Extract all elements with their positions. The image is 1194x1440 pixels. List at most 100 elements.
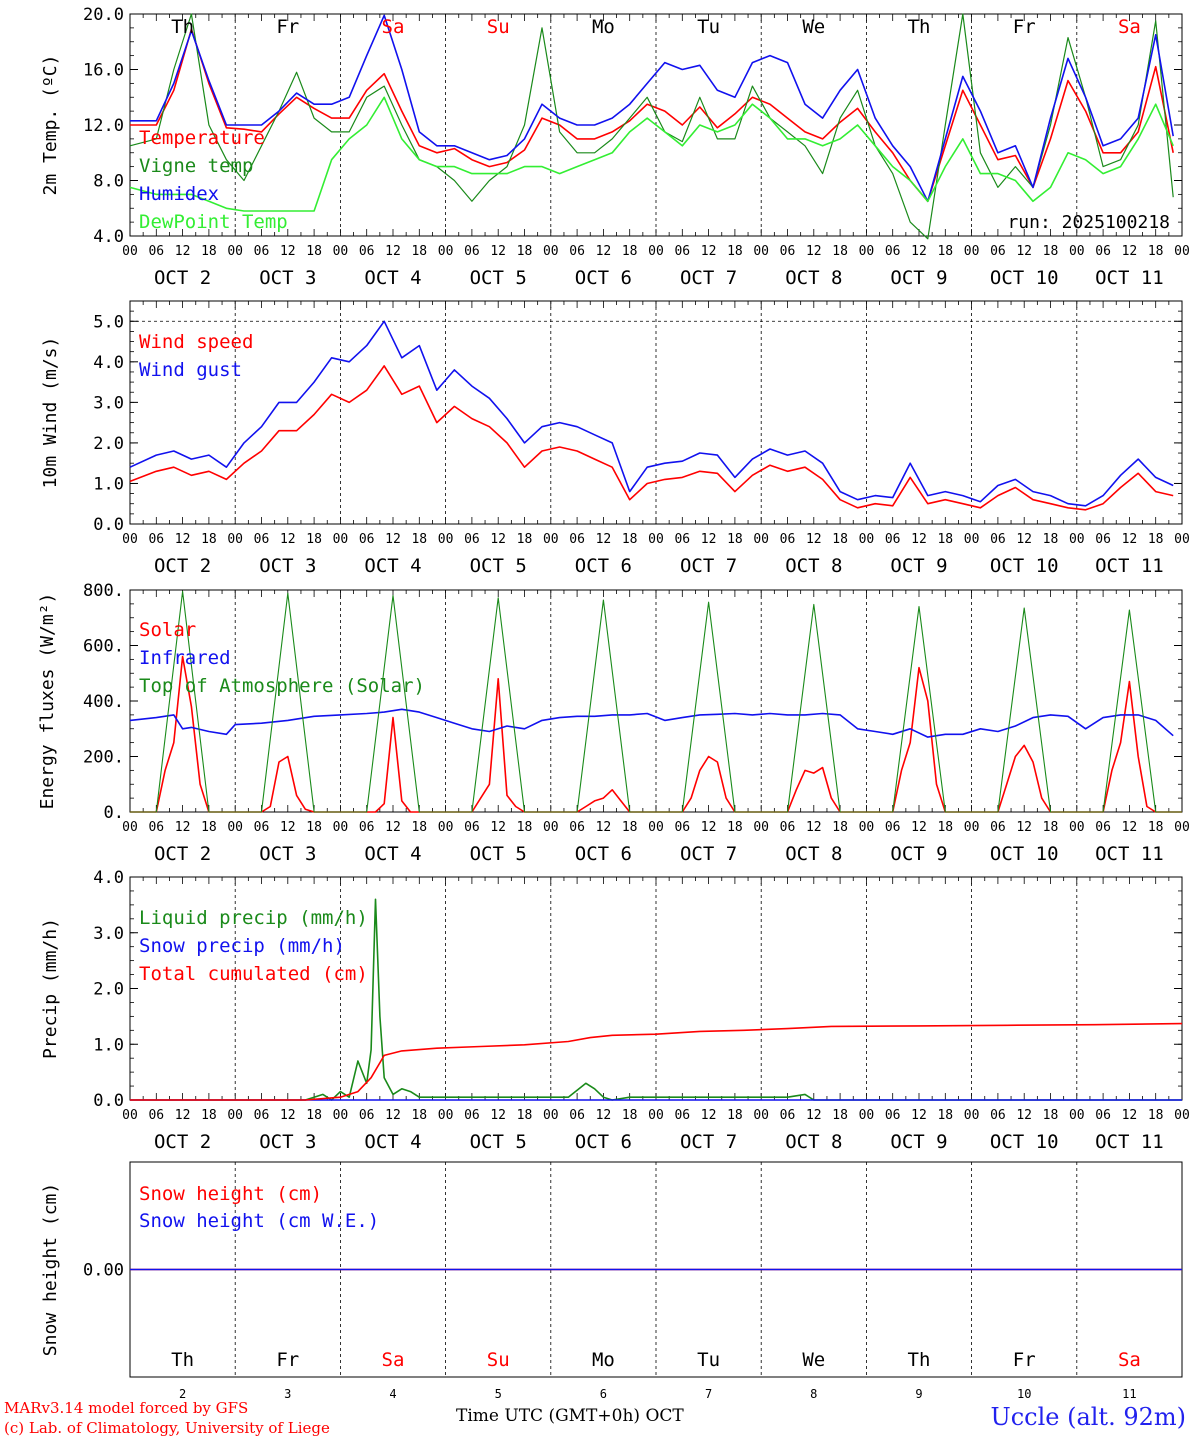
date-label: OCT 3 xyxy=(259,267,316,289)
weekday-label: Su xyxy=(487,16,510,38)
weekday-label: We xyxy=(802,1349,825,1371)
hour-tick-label: 00 xyxy=(1174,532,1190,547)
hour-tick-label: 06 xyxy=(1095,532,1111,547)
hour-tick-label: 00 xyxy=(859,820,875,835)
hour-tick-label: 00 xyxy=(648,244,664,259)
hour-tick-label: 18 xyxy=(622,532,638,547)
hour-tick-label: 18 xyxy=(306,1108,322,1123)
hour-tick-label: 12 xyxy=(911,820,927,835)
date-label: OCT 7 xyxy=(680,1131,737,1153)
hour-tick-label: 06 xyxy=(148,244,164,259)
hour-tick-label: 18 xyxy=(832,532,848,547)
y-tick-label: 4.0 xyxy=(93,227,124,247)
hour-tick-label: 00 xyxy=(333,244,349,259)
hour-tick-label: 00 xyxy=(122,1108,138,1123)
hour-tick-label: 18 xyxy=(1148,820,1164,835)
hour-tick-label: 18 xyxy=(937,1108,953,1123)
hour-tick-label: 06 xyxy=(780,532,796,547)
y-tick-label: 4.0 xyxy=(93,353,124,373)
hour-tick-label: 00 xyxy=(753,1108,769,1123)
hour-tick-label: 00 xyxy=(648,820,664,835)
hour-tick-label: 12 xyxy=(701,532,717,547)
hour-tick-label: 00 xyxy=(543,820,559,835)
hour-tick-label: 18 xyxy=(937,244,953,259)
hour-tick-label: 06 xyxy=(254,532,270,547)
hour-tick-label: 12 xyxy=(911,532,927,547)
series-line-lightgreen xyxy=(129,96,1174,212)
y-axis-label: Energy fluxes (W/m²) xyxy=(37,593,58,810)
day-number-label: 5 xyxy=(495,1387,502,1401)
weekday-label: Th xyxy=(908,1349,931,1371)
date-label: OCT 5 xyxy=(470,267,527,289)
date-label: OCT 3 xyxy=(259,1131,316,1153)
series-line-red xyxy=(129,365,1174,511)
hour-tick-label: 00 xyxy=(964,820,980,835)
hour-tick-label: 12 xyxy=(490,532,506,547)
weekday-label: Th xyxy=(171,1349,194,1371)
hour-tick-label: 12 xyxy=(1016,820,1032,835)
hour-tick-label: 06 xyxy=(885,1108,901,1123)
day-number-label: 9 xyxy=(915,1387,922,1401)
hour-tick-label: 00 xyxy=(648,1108,664,1123)
hour-tick-label: 06 xyxy=(254,244,270,259)
hour-tick-label: 00 xyxy=(964,532,980,547)
weekday-label: Tu xyxy=(697,16,720,38)
hour-tick-label: 18 xyxy=(411,820,427,835)
y-tick-label: 8.0 xyxy=(93,172,124,192)
hour-tick-label: 00 xyxy=(438,532,454,547)
hour-tick-label: 18 xyxy=(937,820,953,835)
hour-tick-label: 06 xyxy=(990,1108,1006,1123)
hour-tick-label: 00 xyxy=(859,244,875,259)
hour-tick-label: 18 xyxy=(306,244,322,259)
date-label: OCT 9 xyxy=(890,267,947,289)
y-tick-label: 16.0 xyxy=(83,61,124,81)
series-line-green xyxy=(130,590,1182,813)
hour-tick-label: 12 xyxy=(806,244,822,259)
hour-tick-label: 06 xyxy=(569,532,585,547)
hour-tick-label: 12 xyxy=(806,820,822,835)
hour-tick-label: 00 xyxy=(122,532,138,547)
hour-tick-label: 12 xyxy=(490,820,506,835)
y-tick-label: 400. xyxy=(83,692,124,712)
hour-tick-label: 06 xyxy=(674,244,690,259)
legend-entry: DewPoint Temp xyxy=(139,211,288,233)
hour-tick-label: 00 xyxy=(1174,244,1190,259)
hour-tick-label: 06 xyxy=(569,1108,585,1123)
date-label: OCT 6 xyxy=(575,1131,632,1153)
series-line-blue xyxy=(129,320,1174,507)
hour-tick-label: 06 xyxy=(780,820,796,835)
series-line-red xyxy=(130,28,1174,203)
date-label: OCT 5 xyxy=(470,843,527,865)
hour-tick-label: 18 xyxy=(306,820,322,835)
day-number-label: 8 xyxy=(810,1387,817,1401)
hour-tick-label: 00 xyxy=(753,244,769,259)
hour-tick-label: 06 xyxy=(148,820,164,835)
date-label: OCT 2 xyxy=(154,555,211,577)
hour-tick-label: 00 xyxy=(122,820,138,835)
weekday-label: Sa xyxy=(382,16,405,38)
hour-tick-label: 06 xyxy=(464,1108,480,1123)
hour-tick-label: 00 xyxy=(753,820,769,835)
hour-tick-label: 06 xyxy=(569,820,585,835)
date-label: OCT 7 xyxy=(680,267,737,289)
hour-tick-label: 06 xyxy=(885,820,901,835)
hour-tick-label: 12 xyxy=(806,1108,822,1123)
hour-tick-label: 18 xyxy=(1148,1108,1164,1123)
weekday-label: Sa xyxy=(382,1349,405,1371)
hour-tick-label: 00 xyxy=(227,1108,243,1123)
hour-tick-label: 18 xyxy=(622,1108,638,1123)
hour-tick-label: 18 xyxy=(517,820,533,835)
day-number-label: 7 xyxy=(705,1387,712,1401)
date-label: OCT 4 xyxy=(364,843,421,865)
date-label: OCT 2 xyxy=(154,843,211,865)
hour-tick-label: 12 xyxy=(701,820,717,835)
hour-tick-label: 18 xyxy=(1043,1108,1059,1123)
date-label: OCT 11 xyxy=(1095,555,1164,577)
hour-tick-label: 18 xyxy=(201,532,217,547)
hour-tick-label: 12 xyxy=(596,532,612,547)
weekday-label: Fr xyxy=(1013,16,1036,38)
hour-tick-label: 18 xyxy=(306,532,322,547)
hour-tick-label: 06 xyxy=(1095,820,1111,835)
hour-tick-label: 00 xyxy=(543,1108,559,1123)
hour-tick-label: 12 xyxy=(1122,244,1138,259)
